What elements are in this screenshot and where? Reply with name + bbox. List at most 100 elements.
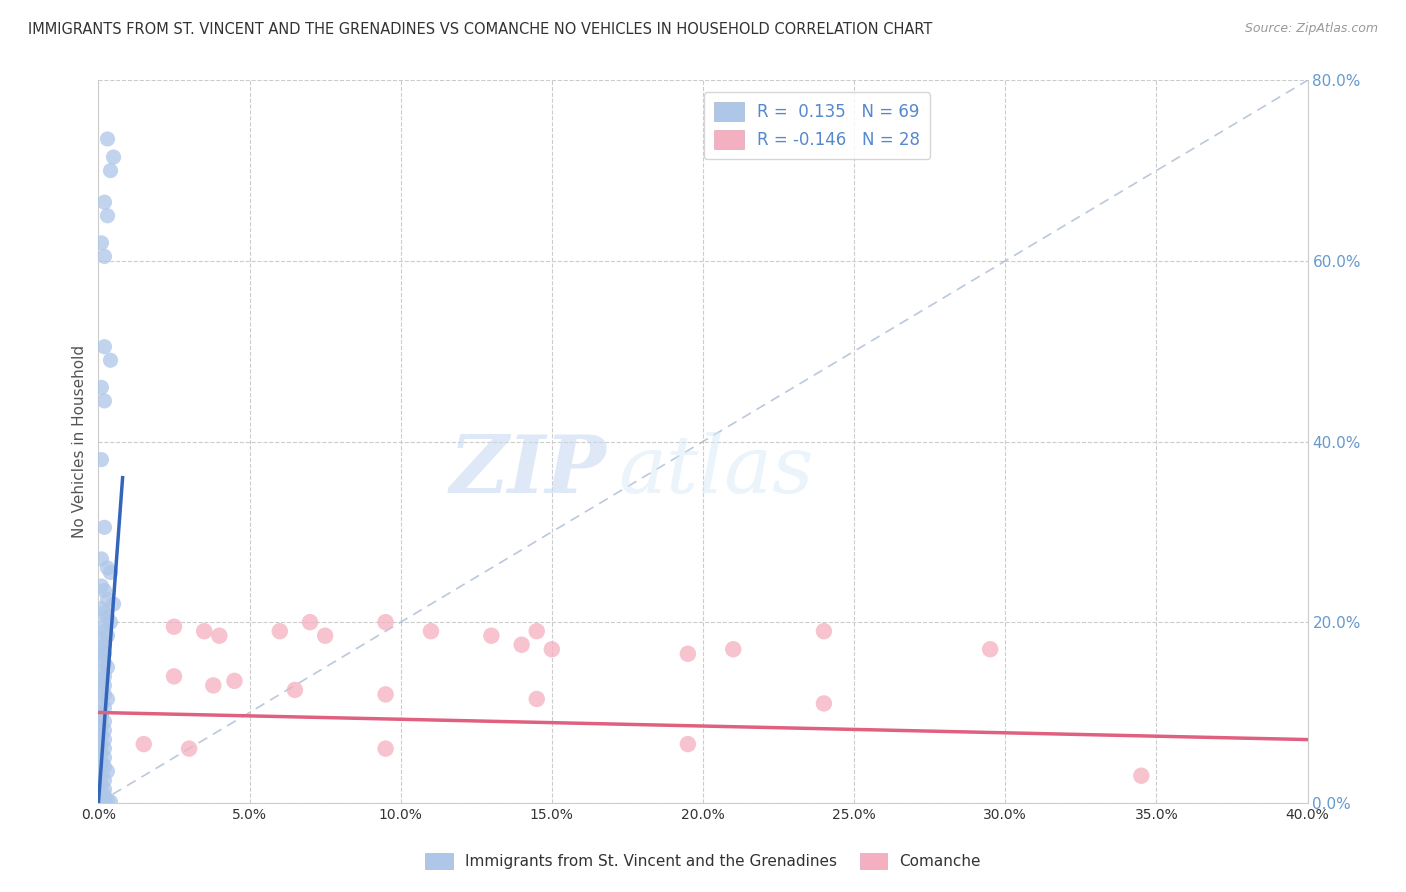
- Point: [90, 665, 112, 679]
- Point: [93, 669, 115, 683]
- Point: [96, 629, 118, 643]
- Point: [96, 209, 118, 223]
- Point: [93, 773, 115, 788]
- Point: [96, 692, 118, 706]
- Point: [526, 692, 548, 706]
- Point: [100, 566, 122, 580]
- Point: [100, 795, 122, 809]
- Point: [193, 624, 215, 639]
- Point: [90, 682, 112, 697]
- Point: [420, 624, 443, 639]
- Point: [96, 660, 118, 674]
- Point: [979, 642, 1001, 657]
- Text: IMMIGRANTS FROM ST. VINCENT AND THE GRENADINES VS COMANCHE NO VEHICLES IN HOUSEH: IMMIGRANTS FROM ST. VINCENT AND THE GREN…: [28, 22, 932, 37]
- Point: [100, 163, 122, 178]
- Point: [93, 732, 115, 747]
- Point: [314, 629, 336, 643]
- Point: [103, 150, 125, 164]
- Point: [90, 552, 112, 566]
- Point: [90, 728, 112, 742]
- Point: [93, 701, 115, 715]
- Point: [132, 737, 155, 751]
- Point: [90, 235, 112, 250]
- Point: [90, 778, 112, 792]
- Point: [813, 624, 835, 639]
- Point: [179, 741, 201, 756]
- Point: [93, 520, 115, 534]
- Text: Source: ZipAtlas.com: Source: ZipAtlas.com: [1244, 22, 1378, 36]
- Point: [90, 380, 112, 394]
- Point: [93, 583, 115, 598]
- Point: [269, 624, 291, 639]
- Point: [163, 669, 186, 683]
- Point: [90, 791, 112, 805]
- Point: [93, 393, 115, 408]
- Point: [93, 647, 115, 661]
- Point: [96, 793, 118, 807]
- Point: [96, 561, 118, 575]
- Point: [93, 656, 115, 670]
- Point: [90, 787, 112, 801]
- Point: [163, 620, 186, 634]
- Point: [676, 737, 699, 751]
- Point: [93, 796, 115, 810]
- Point: [100, 353, 122, 368]
- Point: [93, 606, 115, 620]
- Point: [93, 678, 115, 692]
- Y-axis label: No Vehicles in Household: No Vehicles in Household: [72, 345, 87, 538]
- Point: [90, 452, 112, 467]
- Point: [299, 615, 322, 630]
- Point: [813, 697, 835, 711]
- Point: [526, 624, 548, 639]
- Text: ZIP: ZIP: [450, 432, 606, 509]
- Point: [96, 132, 118, 146]
- Point: [100, 615, 122, 630]
- Text: atlas: atlas: [619, 432, 814, 509]
- Point: [96, 592, 118, 607]
- Point: [374, 687, 396, 701]
- Point: [93, 340, 115, 354]
- Point: [676, 647, 699, 661]
- Point: [93, 687, 115, 701]
- Point: [202, 678, 225, 692]
- Point: [93, 760, 115, 774]
- Point: [90, 620, 112, 634]
- Point: [374, 741, 396, 756]
- Point: [96, 610, 118, 624]
- Point: [96, 764, 118, 779]
- Point: [93, 723, 115, 738]
- Point: [208, 629, 231, 643]
- Legend: R =  0.135   N = 69, R = -0.146   N = 28: R = 0.135 N = 69, R = -0.146 N = 28: [704, 92, 931, 159]
- Point: [723, 642, 745, 657]
- Point: [90, 651, 112, 665]
- Point: [90, 737, 112, 751]
- Point: [93, 195, 115, 210]
- Point: [90, 755, 112, 769]
- Point: [481, 629, 503, 643]
- Point: [510, 638, 533, 652]
- Point: [90, 633, 112, 648]
- Point: [90, 710, 112, 724]
- Point: [90, 642, 112, 657]
- Point: [90, 579, 112, 593]
- Point: [93, 750, 115, 764]
- Point: [540, 642, 562, 657]
- Point: [103, 597, 125, 611]
- Point: [224, 673, 246, 688]
- Point: [90, 706, 112, 720]
- Point: [90, 719, 112, 733]
- Point: [93, 782, 115, 797]
- Point: [93, 789, 115, 803]
- Point: [374, 615, 396, 630]
- Point: [93, 741, 115, 756]
- Point: [93, 794, 115, 808]
- Legend: Immigrants from St. Vincent and the Grenadines, Comanche: Immigrants from St. Vincent and the Gren…: [419, 847, 987, 875]
- Point: [90, 796, 112, 810]
- Point: [1130, 769, 1153, 783]
- Point: [90, 746, 112, 760]
- Point: [90, 697, 112, 711]
- Point: [93, 638, 115, 652]
- Point: [90, 795, 112, 809]
- Point: [93, 714, 115, 729]
- Point: [90, 601, 112, 615]
